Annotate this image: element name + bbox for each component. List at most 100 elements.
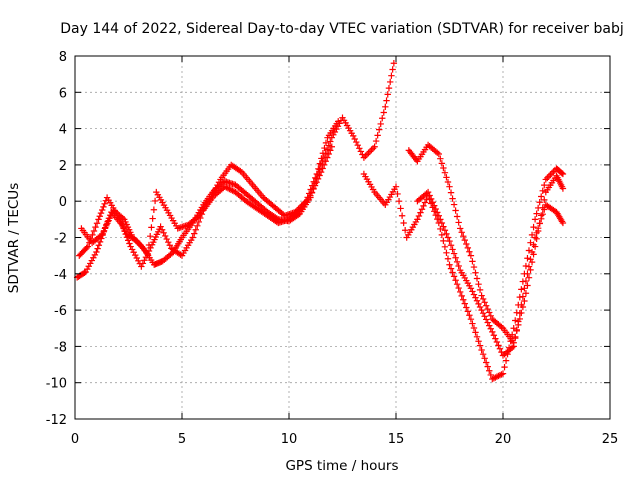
- data-point: [519, 293, 527, 300]
- data-point: [464, 244, 472, 252]
- data-point: [420, 202, 427, 210]
- data-point: [479, 310, 487, 317]
- data-point: [521, 285, 528, 292]
- data-point: [495, 342, 502, 349]
- data-point: [126, 240, 133, 247]
- data-point: [397, 205, 404, 212]
- data-point: [195, 218, 203, 226]
- data-point: [481, 355, 488, 362]
- data-point: [458, 292, 465, 300]
- data-point: [533, 229, 540, 237]
- data-point: [333, 125, 340, 133]
- data-point: [446, 261, 453, 268]
- data-point: [350, 132, 357, 140]
- data-point: [441, 243, 449, 251]
- data-point: [312, 174, 319, 182]
- data-point: [545, 173, 553, 180]
- data-point: [499, 370, 507, 377]
- data-point: [493, 338, 501, 346]
- data-point: [319, 165, 326, 172]
- data-point: [84, 265, 91, 273]
- data-point: [389, 66, 396, 73]
- data-point: [443, 230, 450, 238]
- data-point: [461, 236, 468, 244]
- data-point: [467, 285, 475, 292]
- data-point: [385, 84, 393, 92]
- data-point: [510, 343, 517, 350]
- data-point: [443, 249, 450, 256]
- data-point: [435, 150, 442, 158]
- data-point: [104, 218, 111, 225]
- data-point: [83, 244, 90, 252]
- data-point: [440, 164, 447, 172]
- data-point: [452, 254, 459, 261]
- data-point: [214, 181, 221, 189]
- data-point: [85, 263, 92, 270]
- data-point: [522, 277, 530, 285]
- series-arc-C: [78, 143, 335, 270]
- data-point: [97, 209, 105, 217]
- data-point: [375, 126, 383, 133]
- data-point: [444, 234, 452, 241]
- data-point: [98, 231, 105, 239]
- data-point: [449, 246, 456, 253]
- data-point: [490, 332, 498, 339]
- data-point: [522, 290, 530, 297]
- data-point: [99, 230, 107, 238]
- data-point: [512, 317, 519, 324]
- data-point: [530, 223, 537, 231]
- data-point: [481, 313, 488, 320]
- data-point: [453, 213, 461, 220]
- data-point: [496, 345, 504, 352]
- data-point: [487, 371, 494, 379]
- data-point: [88, 257, 96, 264]
- data-point: [444, 255, 452, 262]
- data-point: [486, 367, 493, 374]
- data-point: [470, 324, 478, 332]
- data-point: [331, 128, 339, 136]
- data-points: [73, 60, 567, 383]
- data-point: [147, 244, 154, 252]
- data-point: [541, 206, 548, 213]
- data-point: [476, 342, 484, 349]
- data-point: [516, 310, 524, 317]
- data-point: [426, 192, 433, 199]
- data-point: [434, 209, 441, 216]
- data-point: [482, 316, 490, 323]
- data-point: [82, 268, 89, 276]
- data-point: [533, 210, 540, 217]
- data-point: [384, 91, 391, 98]
- data-point: [365, 149, 372, 157]
- chart-title: Day 144 of 2022, Sidereal Day-to-day VTE…: [60, 21, 623, 37]
- data-point: [508, 344, 516, 351]
- data-point: [380, 109, 387, 116]
- data-point: [307, 192, 314, 199]
- data-point: [498, 371, 505, 378]
- data-point: [470, 291, 478, 298]
- data-point: [101, 200, 108, 207]
- data-point: [447, 242, 455, 249]
- data-point: [486, 322, 493, 329]
- data-point: [192, 226, 199, 233]
- data-point: [450, 273, 458, 280]
- data-point: [377, 120, 384, 128]
- data-point: [463, 304, 470, 311]
- data-point: [440, 237, 447, 245]
- y-tick-label: 0: [59, 195, 67, 210]
- data-point: [440, 223, 447, 230]
- data-point: [81, 269, 88, 276]
- data-point: [452, 277, 459, 284]
- data-point: [498, 323, 505, 331]
- grid: [75, 56, 610, 419]
- data-point: [473, 297, 481, 304]
- data-point: [157, 223, 164, 230]
- data-point: [327, 138, 334, 145]
- data-point: [415, 212, 423, 220]
- data-point: [163, 235, 170, 243]
- data-point: [383, 97, 390, 104]
- data-point: [93, 220, 101, 227]
- data-point: [434, 149, 441, 156]
- data-point: [521, 297, 528, 305]
- data-point: [308, 189, 316, 196]
- data-point: [473, 275, 481, 282]
